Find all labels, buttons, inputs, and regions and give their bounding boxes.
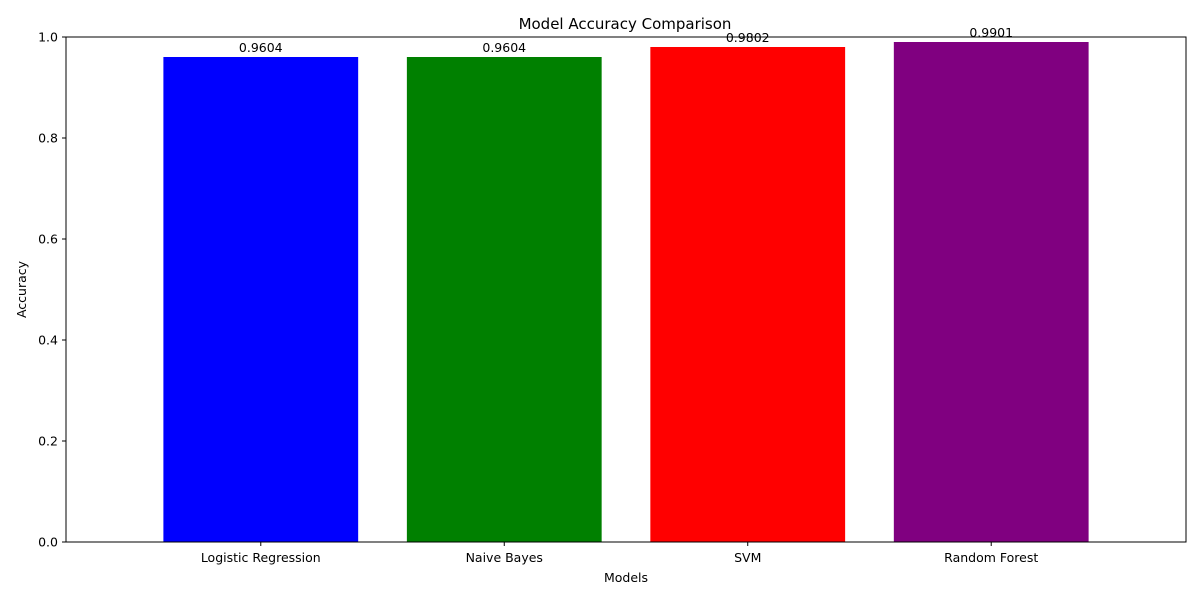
bar-logistic-regression	[163, 57, 359, 542]
y-tick-label: 0.8	[38, 131, 58, 146]
y-tick-label: 1.0	[38, 30, 58, 45]
y-axis-title: Accuracy	[14, 260, 29, 318]
y-tick-label: 0.4	[38, 333, 58, 348]
data-label-naive-bayes: 0.9604	[482, 40, 526, 55]
y-axis: 0.0 0.2 0.4 0.6 0.8 1.0	[38, 30, 66, 550]
x-tick-label-naive-bayes: Naive Bayes	[466, 550, 543, 565]
x-tick-label-logistic-regression: Logistic Regression	[201, 550, 321, 565]
bar-svm	[650, 47, 846, 542]
plot-frame	[65, 36, 1187, 543]
x-axis: Logistic Regression Naive Bayes SVM Random …	[201, 542, 1038, 565]
x-axis-title: Models	[604, 570, 648, 585]
chart-title: Model Accuracy Comparison	[519, 15, 732, 33]
data-label-logistic-regression: 0.9604	[239, 40, 283, 55]
y-tick-label: 0.2	[38, 434, 58, 449]
x-tick-label-svm: SVM	[734, 550, 761, 565]
data-label-random-forest: 0.9901	[969, 25, 1013, 40]
bar-random-forest	[893, 42, 1089, 542]
x-tick-label-random-forest: Random Forest	[944, 550, 1038, 565]
bar-naive-bayes	[406, 57, 602, 542]
y-tick-label: 0.0	[38, 535, 58, 550]
y-tick-label: 0.6	[38, 232, 58, 247]
